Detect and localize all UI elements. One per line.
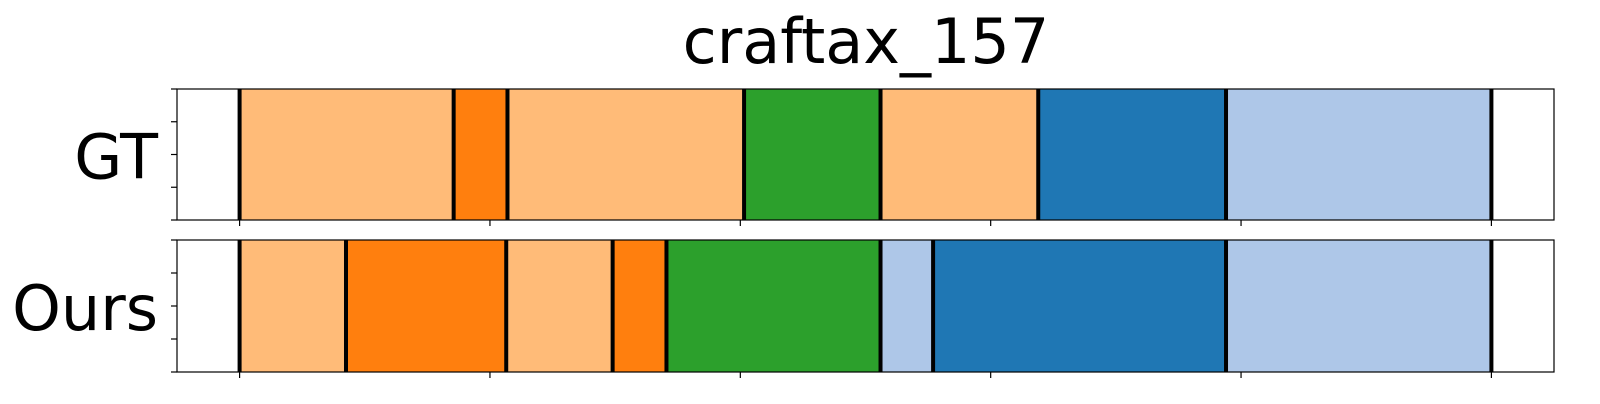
segment-bar (666, 240, 881, 372)
segment-bar (506, 240, 613, 372)
row-label: Ours (12, 272, 158, 345)
segment-bar (507, 89, 745, 220)
segment-bar (239, 240, 346, 372)
row-ours: Ours (12, 239, 1555, 378)
segment-bar (453, 89, 508, 220)
segment-bar (1226, 89, 1492, 220)
segment-bar (239, 89, 454, 220)
segment-bar (612, 240, 667, 372)
segment-bar (744, 89, 881, 220)
chart-title: craftax_157 (683, 5, 1050, 78)
segment-bar (1226, 240, 1492, 372)
segment-bar (1038, 89, 1227, 220)
segment-bar (933, 240, 1227, 372)
segment-bar (880, 89, 1039, 220)
row-label: GT (74, 121, 159, 194)
row-gt: GT (74, 88, 1555, 226)
segment-bar (880, 240, 934, 372)
segment-bar (345, 240, 507, 372)
